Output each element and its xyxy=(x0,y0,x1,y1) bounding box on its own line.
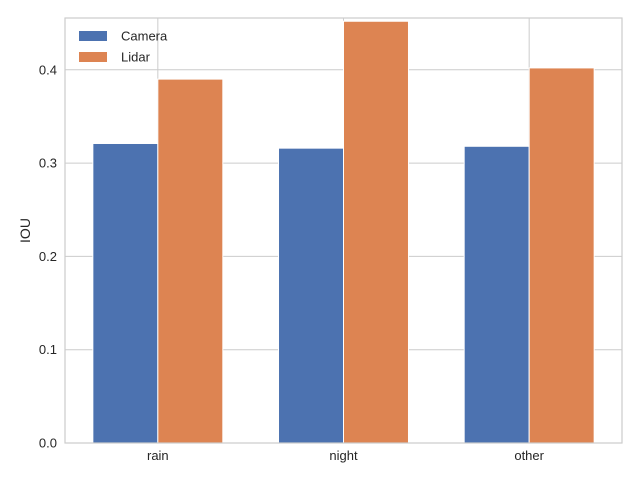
legend: Camera Lidar xyxy=(79,29,168,65)
bar-lidar-rain xyxy=(157,78,224,444)
bar-lidar-night xyxy=(343,20,409,444)
y-tick-label: 0.0 xyxy=(39,436,57,451)
plot-frame xyxy=(64,17,623,444)
bar-camera-other xyxy=(463,145,530,444)
y-tick-label: 0.2 xyxy=(39,249,57,264)
y-tick-label: 0.4 xyxy=(39,62,57,77)
x-tick-labels: rain night other xyxy=(147,448,545,463)
legend-swatch-lidar xyxy=(79,52,107,62)
x-tick-label: rain xyxy=(147,448,169,463)
y-tick-label: 0.1 xyxy=(39,342,57,357)
y-tick-label: 0.3 xyxy=(39,156,57,171)
bar-lidar-other xyxy=(528,67,595,444)
x-tick-label: night xyxy=(329,448,358,463)
legend-swatch-camera xyxy=(79,31,107,41)
y-tick-labels: 0.0 0.1 0.2 0.3 0.4 xyxy=(39,62,57,450)
bar-camera-rain xyxy=(92,142,159,444)
legend-label-lidar: Lidar xyxy=(121,50,151,65)
legend-label-camera: Camera xyxy=(121,29,168,44)
y-axis-label: IOU xyxy=(17,218,33,243)
bars xyxy=(92,20,595,444)
bar-camera-night xyxy=(278,147,344,444)
x-tick-label: other xyxy=(514,448,544,463)
